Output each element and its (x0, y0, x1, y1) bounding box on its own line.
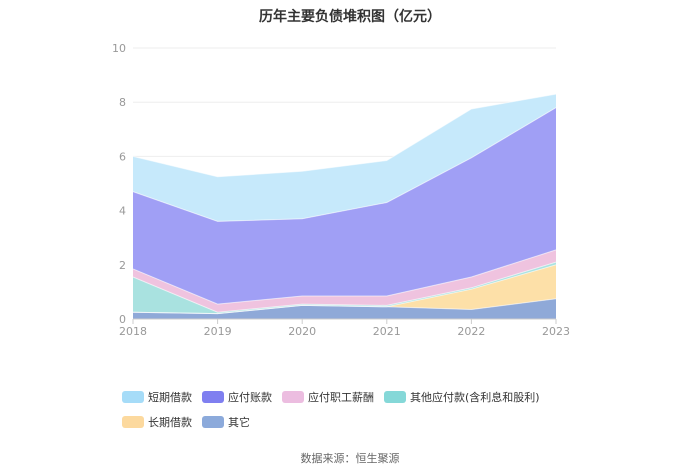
legend-label: 其它 (228, 416, 250, 429)
legend-swatch (122, 416, 144, 428)
legend-swatch (202, 391, 224, 403)
legend-label: 应付账款 (228, 391, 272, 404)
legend-label: 长期借款 (148, 416, 192, 429)
x-tick-label: 2018 (119, 325, 147, 338)
y-tick-label: 2 (119, 259, 126, 272)
y-tick-label: 6 (119, 150, 126, 163)
legend-swatch (282, 391, 304, 403)
x-tick-label: 2022 (457, 325, 485, 338)
area-series (133, 94, 556, 319)
legend-label: 其他应付款(含利息和股利) (410, 391, 540, 404)
x-tick-label: 2021 (373, 325, 401, 338)
area-4 (133, 107, 556, 305)
legend-swatch (122, 391, 144, 403)
legend-item[interactable]: 长期借款 (122, 414, 192, 430)
axes: 0 2 4 6 8 10 2018 2019 2020 2021 2022 2023 (112, 42, 570, 338)
legend-item[interactable]: 其它 (202, 414, 250, 430)
data-source: 数据来源：恒生聚源 (300, 452, 400, 465)
area-5 (133, 94, 556, 222)
legend: 短期借款 应付账款 应付职工薪酬 其他应付款(含利息和股利) 长期借款 其它 (122, 388, 602, 438)
legend-swatch (202, 416, 224, 428)
area-3 (133, 249, 556, 313)
area-1 (133, 264, 556, 314)
series-line-5 (132, 93, 557, 178)
series-line-3 (132, 249, 557, 305)
legend-label: 应付职工薪酬 (308, 391, 374, 404)
area-0 (133, 298, 556, 319)
series-line-2 (132, 261, 557, 313)
series-line-4 (132, 107, 557, 222)
y-tick-label: 0 (119, 313, 126, 326)
legend-item[interactable]: 应付账款 (202, 389, 272, 405)
series-line-1 (132, 264, 557, 315)
legend-item[interactable]: 应付职工薪酬 (282, 389, 374, 405)
y-tick-label: 8 (119, 96, 126, 109)
x-tick-label: 2019 (204, 325, 232, 338)
y-tick-label: 10 (112, 42, 126, 55)
legend-swatch (384, 391, 406, 403)
x-tick-label: 2020 (288, 325, 316, 338)
legend-item[interactable]: 短期借款 (122, 389, 192, 405)
chart-title: 历年主要负债堆积图（亿元） (259, 9, 441, 25)
series-lines (132, 93, 557, 315)
y-tick-label: 4 (119, 205, 126, 218)
x-tick-label: 2023 (542, 325, 570, 338)
legend-label: 短期借款 (148, 391, 192, 404)
legend-item[interactable]: 其他应付款(含利息和股利) (384, 389, 540, 405)
